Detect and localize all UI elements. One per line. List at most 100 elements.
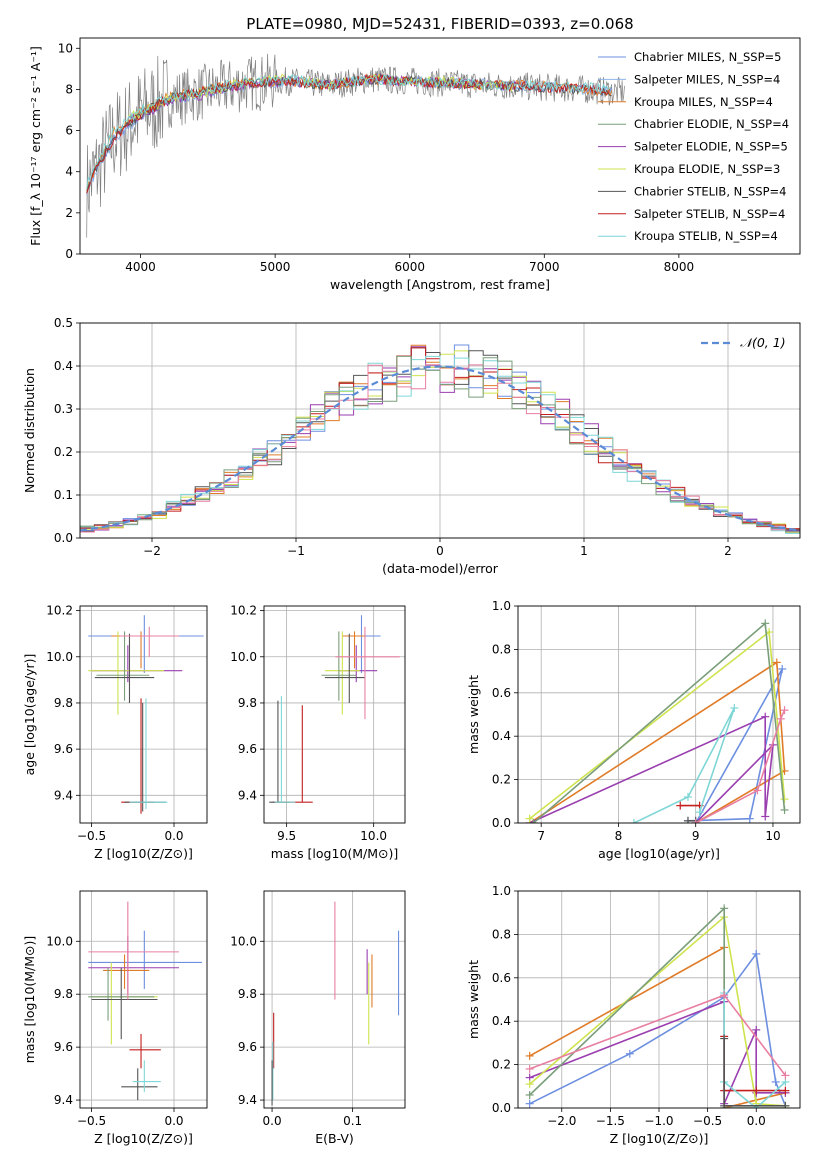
y-axis-label: mass weight: [466, 675, 481, 754]
marker-point: [778, 664, 787, 673]
y-tick-label: 0.0: [492, 1101, 511, 1115]
y-tick-label: 9.4: [238, 1093, 257, 1107]
legend-entry: Chabrier ELODIE, N_SSP=4: [634, 117, 789, 131]
x-tick-label: 0.0: [164, 829, 183, 843]
x-axis-label: Z [log10(Z/Z⊙)]: [610, 1131, 709, 1146]
marker-point: [525, 1099, 534, 1108]
y-tick-label: 0.6: [492, 971, 511, 985]
marker-point: [720, 1034, 729, 1043]
marker-point: [781, 1071, 790, 1080]
data-point: [321, 631, 357, 701]
gaussian-curve: [80, 365, 800, 532]
y-axis-label: Normed distribution: [22, 368, 37, 493]
x-tick-label: 5000: [260, 260, 291, 274]
data-point: [274, 696, 296, 803]
marker-point: [761, 619, 770, 628]
x-tick-label: −1: [287, 544, 305, 558]
data-point: [91, 967, 158, 1040]
axes-frame: [79, 322, 801, 539]
axes-weight_vs_z: −2.0 −1.5 −1.0 −0.5 0.0 0.0 0.2 0.4 0.6 0.8 1.0 Z […: [466, 884, 801, 1146]
x-tick-label: 0.1: [343, 1114, 362, 1128]
x-tick-label: −0.5: [77, 829, 106, 843]
y-tick-label: 9.8: [238, 987, 257, 1001]
marker-point: [752, 1086, 761, 1095]
y-tick-label: 0.8: [492, 642, 511, 656]
x-tick-label: 0.0: [164, 1114, 183, 1128]
y-tick-label: 2: [65, 206, 73, 220]
axes-frame: [263, 605, 406, 824]
y-tick-label: 10.0: [46, 934, 73, 948]
series-line-6: [86, 73, 612, 194]
y-tick-label: 10: [58, 41, 73, 55]
series-line-6: [633, 707, 736, 823]
x-tick-label: 8: [615, 829, 623, 843]
marker-point: [780, 795, 789, 804]
marker-point: [772, 658, 781, 667]
x-axis-label: Z [log10(Z/Z⊙)]: [94, 1131, 193, 1146]
y-tick-label: 9.6: [54, 742, 73, 756]
y-tick-label: 0.4: [492, 729, 511, 743]
y-tick-label: 6: [65, 124, 73, 138]
y-tick-label: 0.8: [492, 927, 511, 941]
legend-entry: Salpeter MILES, N_SSP=4: [634, 72, 780, 86]
data-point: [324, 631, 360, 715]
x-tick-label: 9.5: [277, 829, 296, 843]
marker-point: [691, 819, 700, 823]
histogram-step-5: [80, 347, 800, 538]
marker-point: [629, 819, 638, 823]
plot-area-residuals: [80, 344, 800, 538]
marker-point: [752, 1025, 761, 1034]
axes-mass_vs_z: −0.5 0.0 9.4 9.6 9.8 10.0 Z [log10(Z/Z⊙)] mass …: [22, 890, 208, 1146]
x-tick-label: 0: [436, 544, 444, 558]
x-tick-label: −0.5: [693, 1114, 722, 1128]
marker-point: [745, 814, 754, 823]
x-tick-label: 4000: [125, 260, 156, 274]
legend-entry: 𝒩(0, 1): [740, 335, 786, 350]
axes-weight_vs_age: 7 8 9 10 0.0 0.2 0.4 0.6 0.8 1.0 age [log10(age/yr…: [466, 599, 801, 861]
y-tick-label: 0.2: [54, 445, 73, 459]
page-title: PLATE=0980, MJD=52431, FIBERID=0393, z=0…: [246, 15, 633, 33]
data-point: [121, 1068, 158, 1101]
y-tick-label: 9.4: [238, 788, 257, 802]
y-tick-label: 0.2: [492, 1058, 511, 1072]
marker-point: [753, 786, 762, 795]
axes-frame: [79, 37, 801, 255]
data-point: [119, 626, 179, 657]
y-tick-label: 9.8: [54, 987, 73, 1001]
x-tick-label: 2: [724, 544, 732, 558]
marker-point: [730, 703, 739, 712]
legend-entry: Kroupa STELIB, N_SSP=4: [634, 229, 778, 243]
marker-point: [720, 991, 729, 1000]
y-tick-label: 0.6: [492, 686, 511, 700]
x-tick-label: 10: [765, 829, 780, 843]
x-axis-label: age [log10(age/yr)]: [598, 846, 720, 861]
y-tick-label: 9.6: [238, 1040, 257, 1054]
histogram-step-8: [80, 355, 800, 538]
legend: Chabrier MILES, N_SSP=5 Salpeter MILES, N…: [598, 50, 789, 243]
y-tick-label: 0: [65, 247, 73, 261]
marker-point: [781, 1101, 790, 1108]
legend-entry: Salpeter ELODIE, N_SSP=5: [634, 140, 788, 154]
y-tick-label: 10.2: [46, 604, 73, 618]
y-tick-label: 0.0: [54, 531, 73, 545]
legend-entry: Chabrier MILES, N_SSP=5: [634, 50, 781, 64]
legend: 𝒩(0, 1): [701, 335, 786, 350]
plot-area-weight_vs_z: [525, 904, 790, 1108]
y-tick-label: 1.0: [492, 884, 511, 898]
legend-entry: Salpeter STELIB, N_SSP=4: [634, 207, 785, 221]
data-point: [335, 626, 400, 720]
x-axis-label: wavelength [Angstrom, rest frame]: [330, 277, 550, 292]
marker-point: [720, 1101, 729, 1108]
legend-entry: Kroupa MILES, N_SSP=4: [634, 95, 773, 109]
y-tick-label: 10.0: [46, 650, 73, 664]
x-axis-label: Z [log10(Z/Z⊙)]: [94, 846, 193, 861]
x-tick-label: −2: [143, 544, 161, 558]
axes-spectrum: 4000 5000 6000 7000 8000 0 2 4 6 8 10 wavelength [A…: [28, 37, 801, 292]
y-tick-label: 0.5: [54, 316, 73, 330]
y-tick-label: 0.0: [492, 816, 511, 830]
y-tick-label: 0.1: [54, 488, 73, 502]
plot-area-weight_vs_age: [525, 619, 789, 823]
marker-point: [529, 819, 538, 823]
y-tick-label: 0.4: [492, 1014, 511, 1028]
y-axis-label: mass [log10(M/M⊙)]: [22, 936, 37, 1064]
